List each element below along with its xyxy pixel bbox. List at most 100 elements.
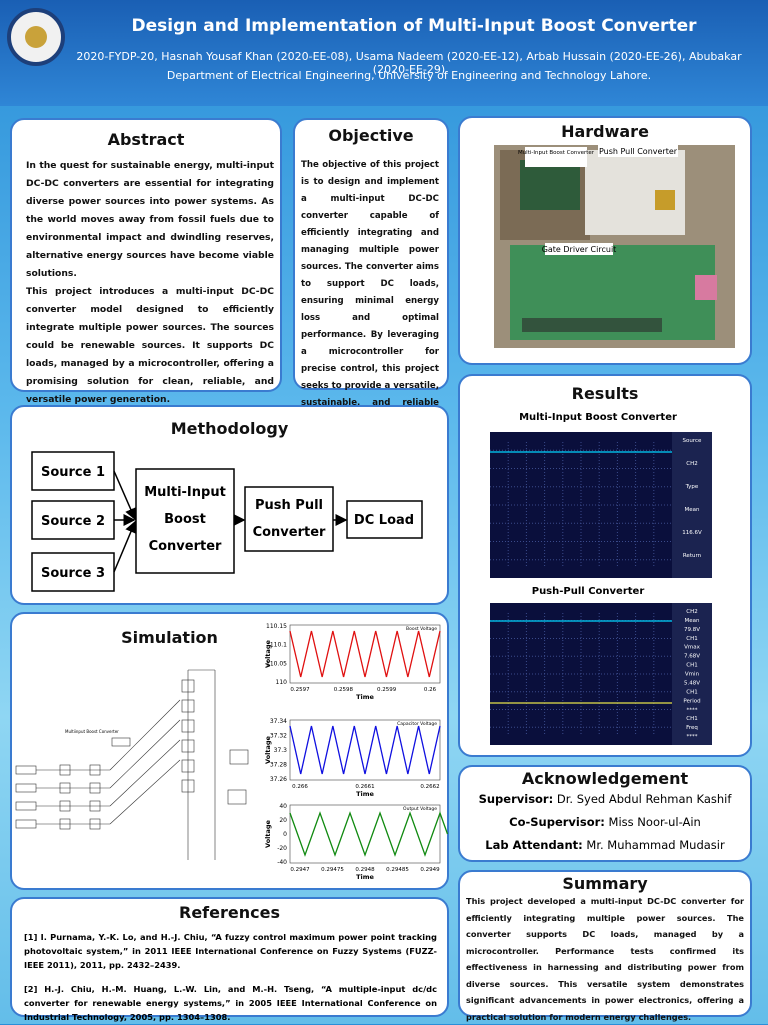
summary-panel: Summary This project developed a multi-i… <box>458 870 752 1022</box>
x-tick-label: 0.2661 <box>355 784 374 790</box>
person: Miss Noor-ul-Ain <box>608 815 701 829</box>
scope-label: Mean <box>685 618 700 624</box>
x-tick-label: 0.2597 <box>290 687 310 693</box>
plot-area <box>289 624 441 684</box>
x-axis-label: Time <box>356 790 374 798</box>
block-label: Multi-Input Boost Converter <box>144 485 226 554</box>
component <box>15 801 37 811</box>
block-label: DC Load <box>354 513 414 528</box>
paragraph: This project developed a multi-input DC-… <box>466 896 744 1022</box>
x-tick-label: 0.2948 <box>355 867 375 873</box>
photo-label: Gate Driver Circuit <box>542 245 617 254</box>
paragraph: This project introduces a multi-input DC… <box>26 286 274 405</box>
scope-label: **** <box>687 707 698 713</box>
scope-label: **** <box>687 734 698 740</box>
wire <box>109 739 181 807</box>
legend: Capacitor Voltage <box>397 721 437 727</box>
component <box>89 782 101 794</box>
paragraph: In the quest for sustainable energy, mul… <box>26 160 274 279</box>
y-tick-label: 110 <box>276 679 288 686</box>
scope-label: 116.6V <box>682 530 702 536</box>
plot-area <box>289 719 441 781</box>
block-label: Source 2 <box>41 514 105 529</box>
authors: 2020-FYDP-20, Hasnah Yousaf Khan (2020-E… <box>76 50 742 76</box>
heading: Hardware <box>561 122 649 141</box>
heading: References <box>179 903 280 922</box>
scope-label: 5.48V <box>684 680 700 686</box>
y-tick-label: 110.15 <box>266 623 287 630</box>
scope-label: CH2 <box>686 609 697 615</box>
caption: Multi-Input Boost Converter <box>519 412 677 423</box>
component <box>229 749 249 765</box>
component <box>15 765 37 775</box>
component <box>15 819 37 829</box>
scope-label: 79.8V <box>684 627 700 633</box>
photo-label: Multi-Input Boost Converter <box>518 150 595 156</box>
x-tick-label: 0.266 <box>292 784 308 790</box>
x-axis-label: Time <box>356 873 374 881</box>
person: Mr. Muhammad Mudasir <box>586 838 725 852</box>
heading: Methodology <box>170 419 289 438</box>
header: Design and Implementation of Multi-Input… <box>0 0 768 106</box>
y-tick-label: 37.28 <box>270 762 287 769</box>
waveform <box>289 630 441 678</box>
x-tick-label: 0.2662 <box>420 784 439 790</box>
scope-label: CH1 <box>686 689 697 695</box>
scope-label: Return <box>683 553 702 559</box>
logo <box>7 8 65 66</box>
x-tick-label: 0.29475 <box>321 867 344 873</box>
y-axis-label: Voltage <box>264 735 272 764</box>
component <box>59 764 71 776</box>
x-tick-label: 0.2949 <box>420 867 440 873</box>
reference: [1] I. Purnama, Y.-K. Lo, and H.-J. Chiu… <box>24 932 437 970</box>
waveform <box>289 811 449 857</box>
x-tick-label: 0.26 <box>424 687 437 693</box>
block-label: Push Pull Converter <box>252 498 326 540</box>
scope-menu <box>672 432 712 578</box>
y-tick-label: -40 <box>277 859 287 866</box>
references-panel: References [1] I. Purnama, Y.-K. Lo, and… <box>10 897 449 1022</box>
caption: Push-Pull Converter <box>532 586 645 597</box>
arrow <box>113 520 137 573</box>
component <box>227 789 247 805</box>
scope-label: CH1 <box>686 663 697 669</box>
legend: Output Voltage <box>403 806 437 812</box>
scope-label: Source <box>683 438 703 444</box>
reference: [2] H.-J. Chiu, H.-M. Huang, L.-W. Lin, … <box>24 984 437 1022</box>
heading: Abstract <box>107 130 185 149</box>
abstract-panel: Abstract In the quest for sustainable en… <box>10 118 282 405</box>
block-diagram <box>31 451 423 592</box>
wire <box>109 699 181 771</box>
title: Design and Implementation of Multi-Input… <box>131 16 697 36</box>
heading: Acknowledgement <box>521 769 689 788</box>
y-axis-label: Voltage <box>264 819 272 848</box>
y-tick-label: 40 <box>279 803 287 810</box>
scope-label: CH1 <box>686 716 697 722</box>
heading: Simulation <box>121 628 218 647</box>
scope-label: Type <box>685 484 699 490</box>
y-tick-label: 37.3 <box>274 747 288 754</box>
role: Co-Supervisor: <box>509 815 605 829</box>
block-label: Source 3 <box>41 566 105 581</box>
x-tick-label: 0.2947 <box>290 867 310 873</box>
y-tick-label: 20 <box>279 817 287 824</box>
x-tick-label: 0.2598 <box>334 687 354 693</box>
component <box>89 764 101 776</box>
component <box>89 800 101 812</box>
component <box>89 818 101 830</box>
y-tick-label: 37.32 <box>270 733 287 740</box>
y-tick-label: 0 <box>283 831 287 838</box>
component <box>15 783 37 793</box>
wire <box>109 719 181 789</box>
x-tick-label: 0.29485 <box>386 867 409 873</box>
scope-menu <box>672 603 712 745</box>
photo-label: Push Pull Converter <box>599 147 678 156</box>
department: Department of Electrical Engineering, Un… <box>166 69 652 82</box>
component <box>59 800 71 812</box>
heading: Results <box>571 384 639 403</box>
component <box>59 782 71 794</box>
diagram-label: Multiinput Boost Converter <box>65 729 119 734</box>
y-tick-label: 37.26 <box>270 776 287 783</box>
block-label: Source 1 <box>41 465 105 480</box>
